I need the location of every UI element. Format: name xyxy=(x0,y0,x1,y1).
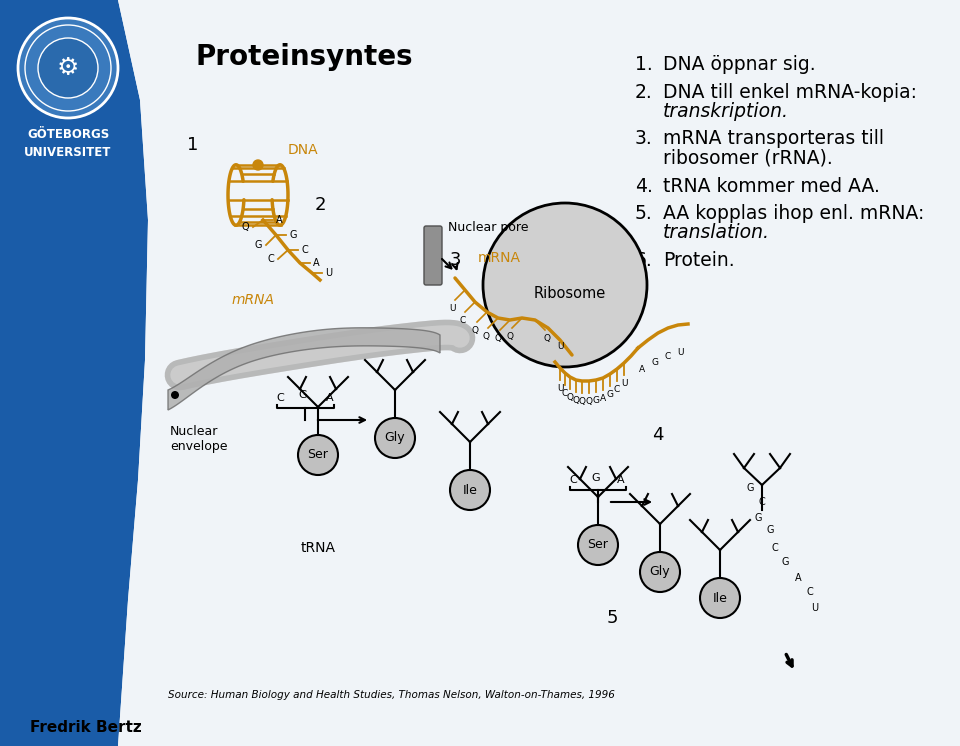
Text: G: G xyxy=(254,240,262,250)
Text: G: G xyxy=(592,396,599,405)
Text: C: C xyxy=(562,389,568,398)
Text: 1: 1 xyxy=(187,136,199,154)
Text: Q: Q xyxy=(586,397,592,406)
Text: ribosomer (rRNA).: ribosomer (rRNA). xyxy=(663,149,832,168)
Text: 3.: 3. xyxy=(635,130,653,148)
Circle shape xyxy=(640,552,680,592)
Text: mRNA transporteras till: mRNA transporteras till xyxy=(663,130,884,148)
Text: Ile: Ile xyxy=(463,483,477,497)
Text: tRNA kommer med AA.: tRNA kommer med AA. xyxy=(663,177,880,195)
Polygon shape xyxy=(0,0,148,746)
Text: C: C xyxy=(569,475,577,485)
Text: Q: Q xyxy=(241,222,249,232)
Text: Q: Q xyxy=(507,332,514,341)
Text: Q: Q xyxy=(494,334,501,343)
Circle shape xyxy=(700,578,740,618)
Circle shape xyxy=(171,391,179,399)
Text: Q: Q xyxy=(566,393,573,402)
Circle shape xyxy=(298,435,338,475)
Text: C: C xyxy=(665,352,671,361)
Text: C: C xyxy=(758,497,765,507)
Text: G: G xyxy=(591,473,600,483)
Text: G: G xyxy=(766,525,774,535)
Text: Q: Q xyxy=(579,397,586,406)
Text: G: G xyxy=(299,390,307,400)
Text: 1.: 1. xyxy=(635,55,653,74)
Text: mRNA: mRNA xyxy=(478,251,521,265)
Text: G: G xyxy=(781,557,789,567)
Text: G: G xyxy=(755,513,761,523)
Text: G: G xyxy=(652,358,659,367)
Circle shape xyxy=(18,18,118,118)
Text: Ser: Ser xyxy=(588,539,609,551)
Text: C: C xyxy=(301,245,308,255)
Text: 5.: 5. xyxy=(635,204,653,223)
Text: G: G xyxy=(746,483,754,493)
Text: Nuclear
envelope: Nuclear envelope xyxy=(170,425,228,453)
Text: DNA: DNA xyxy=(288,143,319,157)
Polygon shape xyxy=(118,0,960,746)
Text: UNIVERSITET: UNIVERSITET xyxy=(24,146,111,160)
Text: Source: Human Biology and Health Studies, Thomas Nelson, Walton-on-Thames, 1996: Source: Human Biology and Health Studies… xyxy=(168,690,614,700)
Text: Q: Q xyxy=(471,326,478,335)
Text: A: A xyxy=(600,394,606,403)
Text: 4.: 4. xyxy=(635,177,653,195)
Text: C: C xyxy=(613,385,620,394)
Text: G: G xyxy=(289,230,297,240)
Text: 5: 5 xyxy=(607,609,617,627)
Text: translation.: translation. xyxy=(663,224,770,242)
Circle shape xyxy=(38,38,98,98)
Text: Q: Q xyxy=(572,396,580,405)
Text: C: C xyxy=(772,543,779,553)
Text: C: C xyxy=(276,393,284,403)
Text: Protein.: Protein. xyxy=(663,251,734,270)
Polygon shape xyxy=(168,327,440,410)
Text: Gly: Gly xyxy=(650,565,670,578)
Text: A: A xyxy=(326,393,334,403)
Text: 6.: 6. xyxy=(635,251,653,270)
Circle shape xyxy=(450,470,490,510)
Text: A: A xyxy=(639,365,645,374)
FancyBboxPatch shape xyxy=(424,226,442,285)
Text: U: U xyxy=(621,379,627,388)
Text: DNA öppnar sig.: DNA öppnar sig. xyxy=(663,55,816,74)
Circle shape xyxy=(253,160,263,170)
Text: DNA till enkel mRNA-kopia:: DNA till enkel mRNA-kopia: xyxy=(663,83,917,101)
Text: G: G xyxy=(607,390,613,399)
Text: 4: 4 xyxy=(652,426,663,444)
Text: ⚙: ⚙ xyxy=(57,56,79,80)
Text: U: U xyxy=(557,384,564,393)
Circle shape xyxy=(578,525,618,565)
Text: A: A xyxy=(276,215,282,225)
Text: Nuclear pore: Nuclear pore xyxy=(448,221,529,233)
Text: 3: 3 xyxy=(449,251,461,269)
Text: Proteinsyntes: Proteinsyntes xyxy=(195,43,413,71)
Text: tRNA: tRNA xyxy=(300,541,335,555)
Text: U: U xyxy=(557,342,564,351)
Text: 2.: 2. xyxy=(635,83,653,101)
Text: A: A xyxy=(795,573,802,583)
Text: Ribosome: Ribosome xyxy=(534,286,606,301)
Text: GÖTEBORGS: GÖTEBORGS xyxy=(27,128,109,142)
Text: mRNA: mRNA xyxy=(231,293,275,307)
Text: Ser: Ser xyxy=(307,448,328,462)
Circle shape xyxy=(483,203,647,367)
Text: 2: 2 xyxy=(314,196,325,214)
Text: Ile: Ile xyxy=(712,592,728,604)
Text: transkription.: transkription. xyxy=(663,102,789,121)
Text: A: A xyxy=(617,475,625,485)
Circle shape xyxy=(375,418,415,458)
Text: C: C xyxy=(267,254,274,264)
Text: Gly: Gly xyxy=(385,431,405,445)
Text: Fredrik Bertz: Fredrik Bertz xyxy=(30,721,142,736)
Text: Q: Q xyxy=(483,332,490,341)
Text: C: C xyxy=(806,587,813,597)
Text: U: U xyxy=(678,348,684,357)
Text: U: U xyxy=(449,304,456,313)
Text: C: C xyxy=(460,316,467,325)
Text: A: A xyxy=(313,258,320,268)
Text: Q: Q xyxy=(543,334,550,343)
Text: U: U xyxy=(325,268,332,278)
Text: U: U xyxy=(811,603,819,613)
